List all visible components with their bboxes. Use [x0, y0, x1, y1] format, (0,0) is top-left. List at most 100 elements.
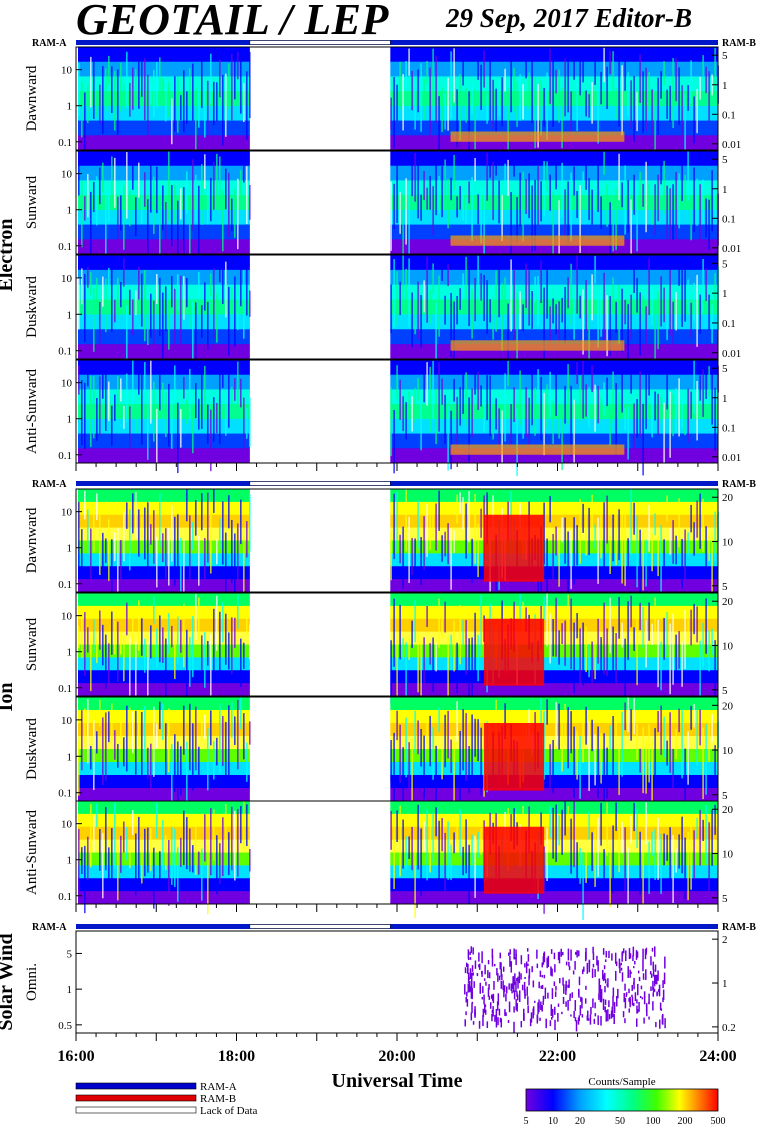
spectrogram-stroke: [99, 699, 101, 727]
spectrogram-stroke: [543, 287, 545, 359]
solar-wind-mark: [598, 993, 600, 1000]
spectrogram-stroke: [396, 84, 398, 122]
solar-wind-mark: [481, 970, 483, 977]
spectrogram-stroke: [168, 708, 170, 773]
solar-wind-mark: [604, 986, 606, 993]
spectrogram-stroke: [543, 161, 545, 216]
spectrogram-stroke: [642, 403, 644, 476]
panel-label: Duskward: [24, 276, 40, 338]
spectrogram-stroke: [144, 172, 146, 207]
spectrogram-stroke: [225, 721, 227, 785]
spectrogram-stroke: [126, 826, 128, 861]
spectrogram-stroke: [87, 627, 89, 653]
spectrogram-stroke: [90, 191, 92, 260]
ram-b-label: RAM-B: [722, 479, 756, 490]
colorbar-tick-label: 50: [615, 1116, 625, 1127]
spectrogram-stroke: [78, 62, 80, 116]
spectrogram-stroke: [555, 374, 557, 417]
right-y-tick-label: 5: [722, 363, 728, 375]
spectrogram-stroke: [684, 404, 686, 436]
spectrogram-band: [78, 239, 250, 255]
spectrogram-stroke: [111, 267, 113, 332]
spectrogram-stroke: [477, 523, 479, 578]
spectrogram-band: [78, 180, 250, 196]
spectrogram-band: [390, 566, 718, 580]
spectrogram-stroke: [192, 522, 194, 551]
solar-wind-mark: [464, 967, 467, 974]
legend-swatch: [75, 1094, 197, 1102]
spectrogram-stroke: [708, 822, 710, 893]
spectrogram-stroke: [573, 801, 575, 868]
spectrogram-stroke: [675, 535, 677, 565]
spectrogram-stroke: [447, 264, 449, 287]
spectrogram-stroke: [96, 731, 98, 754]
solar-wind-mark: [499, 1017, 502, 1023]
spectrogram-stroke: [441, 748, 443, 780]
right-y-tick-label: 2: [722, 934, 728, 946]
spectrogram-stroke: [159, 277, 161, 336]
solar-wind-mark: [550, 1004, 553, 1016]
spectrogram-stroke: [138, 816, 140, 886]
solar-wind-mark: [528, 975, 530, 986]
spectrogram-stroke: [567, 364, 569, 425]
spectrogram-stroke: [693, 522, 695, 556]
spectrogram-stroke: [99, 84, 101, 125]
spectrogram-stroke: [171, 826, 173, 885]
spectrogram-stroke: [477, 719, 479, 762]
solar-wind-mark: [578, 950, 580, 957]
solar-wind-mark: [561, 1011, 563, 1015]
spectrogram-stroke: [204, 154, 206, 189]
spectrogram-stroke: [456, 701, 458, 742]
spectrogram-stroke: [633, 627, 635, 651]
solar-wind-mark: [565, 961, 568, 966]
spectrogram-stroke: [219, 156, 221, 211]
spectrogram-stroke: [522, 806, 524, 845]
right-y-tick-label: 1: [722, 978, 728, 990]
spectrogram-stroke: [393, 259, 395, 328]
solar-wind-mark: [497, 973, 499, 982]
solar-wind-mark: [652, 969, 655, 977]
spectrogram-stroke: [405, 489, 407, 552]
spectrogram-stroke: [441, 166, 443, 218]
spectrogram-stroke: [123, 511, 125, 562]
spectrogram-stroke: [438, 598, 440, 648]
spectrogram-stroke: [186, 489, 188, 522]
y-tick-label: 0.1: [58, 579, 72, 591]
spectrogram-stroke: [591, 365, 593, 393]
spectrogram-stroke: [396, 491, 398, 552]
y-tick-label: 10: [61, 507, 73, 519]
solar-wind-mark: [625, 993, 628, 997]
spectrogram-stroke: [210, 409, 212, 472]
spectrogram-stroke: [228, 286, 230, 356]
spectrogram-stroke: [201, 367, 203, 429]
spectrogram-stroke: [207, 182, 209, 225]
spectrogram-stroke: [714, 180, 716, 218]
spectrogram-stroke: [237, 294, 239, 331]
solar-wind-mark: [575, 951, 577, 955]
spectrogram-stroke: [108, 55, 110, 85]
spectrogram-stroke: [597, 294, 599, 348]
solar-wind-mark: [490, 994, 493, 999]
spectrogram-stroke: [654, 302, 656, 375]
solar-wind-mark: [620, 962, 622, 966]
spectrogram-stroke: [594, 53, 596, 85]
spectrogram-stroke: [567, 707, 569, 769]
solar-wind-mark: [484, 964, 486, 975]
spectrogram-stroke: [456, 819, 458, 845]
solar-wind-mark: [613, 1002, 616, 1014]
spectrogram-stroke: [81, 710, 83, 771]
spectrogram-stroke: [603, 47, 605, 83]
spectrogram-stroke: [663, 617, 665, 660]
ram-bar-gap: [249, 924, 391, 929]
spectrogram-stroke: [642, 183, 644, 207]
spectrogram-stroke: [399, 805, 401, 877]
solar-wind-mark: [605, 951, 608, 958]
spectrogram-stroke: [141, 712, 143, 785]
spectrogram-band: [78, 540, 250, 554]
spectrogram-stroke: [414, 850, 416, 919]
spectrogram-panel: [78, 255, 719, 375]
spectrogram-stroke: [396, 365, 398, 399]
spectrogram-stroke: [105, 192, 107, 256]
spectrogram-stroke: [540, 260, 542, 303]
spectrogram-stroke: [153, 706, 155, 777]
